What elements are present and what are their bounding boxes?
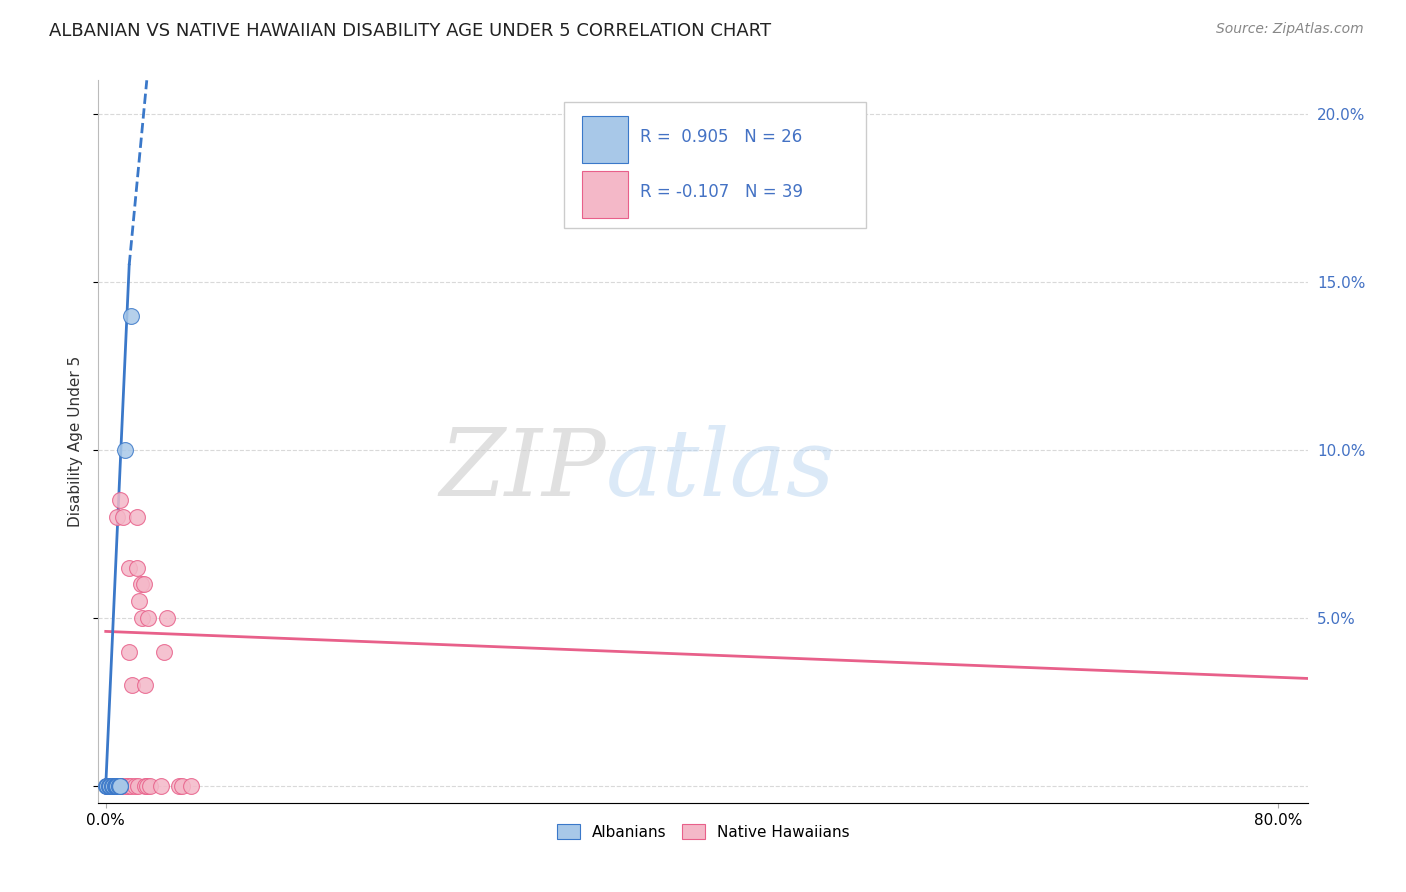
Point: [103, 779, 125, 793]
Point: [125, 510, 148, 524]
Point: [114, 442, 136, 457]
Point: [134, 779, 156, 793]
Point: [101, 779, 124, 793]
Legend: Albanians, Native Hawaiians: Albanians, Native Hawaiians: [551, 818, 855, 846]
Text: atlas: atlas: [606, 425, 835, 516]
Point: [180, 779, 202, 793]
Point: [120, 779, 142, 793]
Point: [105, 779, 128, 793]
Point: [110, 779, 132, 793]
FancyBboxPatch shape: [564, 102, 866, 228]
Point: [98, 779, 121, 793]
Point: [131, 611, 153, 625]
Text: R = -0.107   N = 39: R = -0.107 N = 39: [640, 183, 803, 201]
Text: Source: ZipAtlas.com: Source: ZipAtlas.com: [1216, 22, 1364, 37]
Point: [100, 779, 122, 793]
FancyBboxPatch shape: [582, 117, 628, 163]
Point: [103, 779, 125, 793]
Point: [107, 779, 129, 793]
Point: [100, 779, 122, 793]
Point: [112, 510, 135, 524]
Point: [108, 779, 131, 793]
Point: [117, 779, 139, 793]
Point: [118, 560, 141, 574]
Point: [127, 779, 149, 793]
Point: [96, 779, 118, 793]
Point: [129, 577, 152, 591]
Point: [108, 779, 131, 793]
Point: [121, 678, 143, 692]
Point: [105, 779, 128, 793]
Point: [156, 611, 179, 625]
Point: [96, 779, 118, 793]
Point: [135, 779, 157, 793]
Point: [105, 779, 128, 793]
Point: [98, 779, 121, 793]
Text: ZIP: ZIP: [440, 425, 606, 516]
Point: [118, 644, 141, 658]
Point: [97, 779, 120, 793]
Point: [110, 779, 132, 793]
Point: [101, 779, 124, 793]
Point: [97, 779, 120, 793]
Text: ALBANIAN VS NATIVE HAWAIIAN DISABILITY AGE UNDER 5 CORRELATION CHART: ALBANIAN VS NATIVE HAWAIIAN DISABILITY A…: [49, 22, 772, 40]
Y-axis label: Disability Age Under 5: Disability Age Under 5: [67, 356, 83, 527]
Text: R =  0.905   N = 26: R = 0.905 N = 26: [640, 128, 803, 145]
Point: [101, 779, 124, 793]
Point: [134, 678, 156, 692]
Point: [98, 779, 121, 793]
Point: [94, 779, 117, 793]
Point: [103, 779, 125, 793]
Point: [98, 779, 121, 793]
Point: [108, 779, 131, 793]
Point: [100, 779, 122, 793]
Point: [170, 779, 193, 793]
Point: [150, 779, 173, 793]
Point: [107, 779, 129, 793]
Point: [111, 779, 134, 793]
Point: [105, 779, 128, 793]
Point: [136, 611, 159, 625]
Point: [107, 779, 129, 793]
Point: [107, 779, 129, 793]
FancyBboxPatch shape: [582, 170, 628, 218]
Point: [120, 309, 142, 323]
Point: [124, 779, 146, 793]
Point: [132, 577, 155, 591]
Point: [107, 510, 129, 524]
Point: [115, 779, 138, 793]
Point: [167, 779, 190, 793]
Point: [101, 779, 124, 793]
Point: [153, 644, 176, 658]
Point: [138, 779, 160, 793]
Point: [110, 493, 132, 508]
Point: [110, 779, 132, 793]
Point: [128, 594, 150, 608]
Point: [125, 560, 148, 574]
Point: [96, 779, 118, 793]
